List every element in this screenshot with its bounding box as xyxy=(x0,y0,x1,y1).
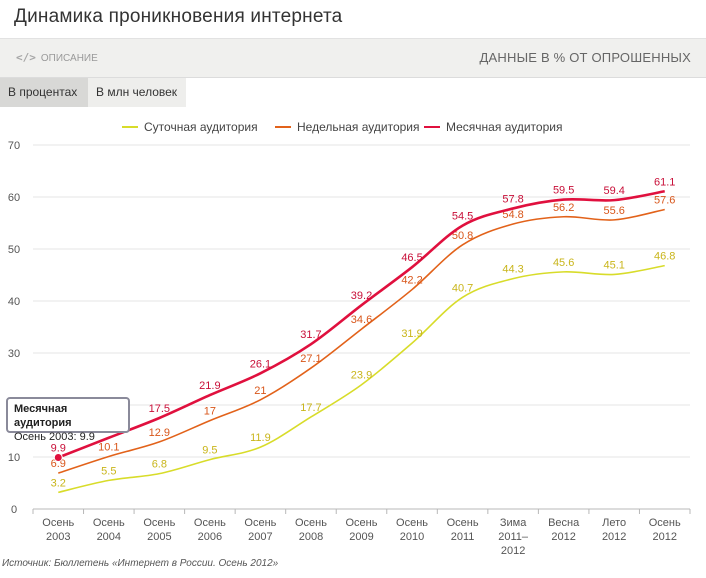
chart-tooltip: Месячная аудитория Осень 2003: 9.9 xyxy=(6,397,130,443)
y-tick-label: 60 xyxy=(8,192,20,204)
x-tick-label: 2012 xyxy=(551,531,575,543)
y-tick-label: 40 xyxy=(8,296,20,308)
chart: 010203040506070Осень2003Осень2004Осень20… xyxy=(8,120,691,556)
x-tick-label: 2007 xyxy=(248,531,272,543)
data-label: 56.2 xyxy=(553,202,574,214)
data-label: 17 xyxy=(204,406,216,418)
data-label: 3.2 xyxy=(51,477,66,489)
x-tick-label: Осень xyxy=(396,517,428,529)
series-line xyxy=(58,208,665,474)
data-label: 9.5 xyxy=(202,445,217,457)
x-tick-label: 2010 xyxy=(400,531,424,543)
tab-millions[interactable]: В млн человек xyxy=(88,78,186,107)
data-label: 42.2 xyxy=(401,275,422,287)
x-tick-label: 2011– xyxy=(498,531,529,543)
data-label: 45.6 xyxy=(553,257,574,269)
series-line xyxy=(57,189,665,459)
units-label: ДАННЫЕ В % ОТ ОПРОШЕННЫХ xyxy=(479,50,691,65)
data-label: 17.7 xyxy=(300,402,321,414)
x-tick-label: Осень xyxy=(295,517,327,529)
data-label: 57.6 xyxy=(654,194,675,206)
data-label: 54.5 xyxy=(452,211,473,223)
data-label: 59.5 xyxy=(553,185,574,197)
data-label: 34.6 xyxy=(351,314,372,326)
x-tick-label: 2008 xyxy=(299,531,323,543)
data-label: 6.9 xyxy=(51,458,66,470)
x-tick-label: 2004 xyxy=(97,531,121,543)
description-bar: </> ОПИСАНИЕ ДАННЫЕ В % ОТ ОПРОШЕННЫХ xyxy=(0,39,706,78)
x-tick-label: 2012 xyxy=(501,545,525,556)
x-tick-label: Осень xyxy=(346,517,378,529)
x-tick-label: 2012 xyxy=(652,531,676,543)
data-label: 54.8 xyxy=(502,209,523,221)
data-label: 59.4 xyxy=(603,185,624,197)
data-label: 44.3 xyxy=(502,264,523,276)
x-tick-label: Лето xyxy=(602,517,626,529)
x-tick-label: Осень xyxy=(244,517,276,529)
x-tick-label: Осень xyxy=(93,517,125,529)
x-tick-label: Осень xyxy=(42,517,74,529)
x-tick-label: 2009 xyxy=(349,531,373,543)
highlight-point xyxy=(53,453,63,463)
code-icon: </> xyxy=(16,51,36,64)
x-tick-label: Осень xyxy=(447,517,479,529)
x-tick-label: Осень xyxy=(649,517,681,529)
data-label: 26.1 xyxy=(250,358,271,370)
data-label: 9.9 xyxy=(51,443,66,455)
tooltip-value: Осень 2003: 9.9 xyxy=(14,431,95,443)
x-tick-label: 2011 xyxy=(451,531,475,543)
description-link[interactable]: </> ОПИСАНИЕ xyxy=(16,51,98,64)
data-label: 21.9 xyxy=(199,380,220,392)
x-tick-label: Осень xyxy=(194,517,226,529)
data-label: 5.5 xyxy=(101,465,116,477)
y-tick-label: 0 xyxy=(11,504,17,516)
data-label: 55.6 xyxy=(603,205,624,217)
data-label: 46.8 xyxy=(654,251,675,263)
y-tick-label: 10 xyxy=(8,452,20,464)
x-tick-label: Весна xyxy=(548,517,580,529)
data-label: 57.8 xyxy=(502,193,523,205)
source-note: Источник: Бюллетень «Интернет в России. … xyxy=(2,558,279,569)
data-label: 21 xyxy=(254,385,266,397)
series-line xyxy=(58,264,665,494)
page-title: Динамика проникновения интернета xyxy=(14,6,343,27)
data-label: 31.7 xyxy=(300,329,321,341)
y-tick-label: 30 xyxy=(8,348,20,360)
data-label: 10.1 xyxy=(98,441,119,453)
x-tick-label: 2005 xyxy=(147,531,171,543)
data-label: 17.5 xyxy=(149,403,170,415)
description-link-label: ОПИСАНИЕ xyxy=(40,53,98,64)
x-tick-label: 2012 xyxy=(602,531,626,543)
data-label: 6.8 xyxy=(152,459,167,471)
y-tick-label: 50 xyxy=(8,244,20,256)
data-label: 50.8 xyxy=(452,230,473,242)
x-tick-label: 2006 xyxy=(198,531,222,543)
legend-label: Месячная аудитория xyxy=(446,120,562,134)
tab-percent[interactable]: В процентах xyxy=(0,78,88,107)
data-label: 31.9 xyxy=(401,328,422,340)
data-label: 12.9 xyxy=(149,427,170,439)
data-label: 11.9 xyxy=(250,432,271,444)
legend-label: Суточная аудитория xyxy=(144,120,258,134)
data-label: 23.9 xyxy=(351,370,372,382)
x-tick-label: 2003 xyxy=(46,531,70,543)
x-tick-label: Осень xyxy=(143,517,175,529)
data-label: 39.2 xyxy=(351,290,372,302)
x-tick-label: Зима xyxy=(500,517,527,529)
data-label: 40.7 xyxy=(452,282,473,294)
data-label: 27.1 xyxy=(300,353,321,365)
tooltip-title: Месячная аудитория xyxy=(14,403,72,429)
title-bar: Динамика проникновения интернета xyxy=(0,0,706,38)
y-tick-label: 70 xyxy=(8,140,20,152)
data-label: 61.1 xyxy=(654,176,675,188)
legend-label: Недельная аудитория xyxy=(297,120,420,134)
data-label: 45.1 xyxy=(603,259,624,271)
data-label: 46.5 xyxy=(401,252,422,264)
title-divider xyxy=(0,38,706,39)
